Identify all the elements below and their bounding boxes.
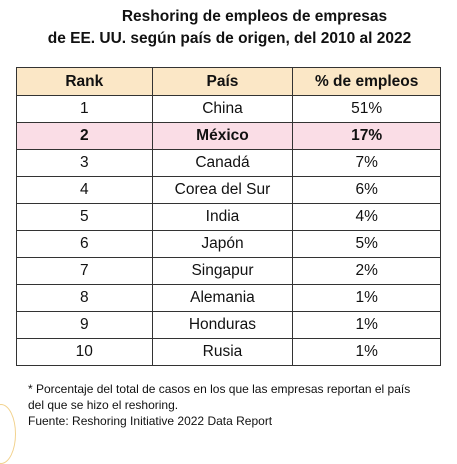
decorative-arc (0, 404, 16, 464)
cell-pais: Corea del Sur (151, 176, 294, 204)
cell-rank: 6 (16, 230, 153, 258)
title-line-1: Reshoring de empleos de empresas (121, 8, 388, 25)
cell-pais: Canadá (151, 149, 294, 177)
header-rank: Rank (16, 67, 153, 96)
cell-pais: México (151, 122, 294, 150)
cell-rank: 3 (16, 149, 153, 177)
table-row: 6 Japón 5% (16, 230, 441, 258)
table-row: 1 China 51% (16, 95, 441, 123)
cell-rank: 9 (16, 311, 153, 339)
cell-pct: 1% (292, 311, 441, 339)
table-row: 4 Corea del Sur 6% (16, 176, 441, 204)
reshoring-table: Rank País % de empleos 1 China 51% 2 Méx… (16, 67, 441, 366)
cell-pais: Japón (151, 230, 294, 258)
cell-pais: Honduras (151, 311, 294, 339)
cell-rank: 4 (16, 176, 153, 204)
cell-pct: 2% (292, 257, 441, 285)
cell-pais: Rusia (151, 338, 294, 366)
cell-pct: 5% (292, 230, 441, 258)
cell-pct: 51% (292, 95, 441, 123)
table-row: 7 Singapur 2% (16, 257, 441, 285)
cell-rank: 2 (16, 122, 153, 150)
table-row: 3 Canadá 7% (16, 149, 441, 177)
cell-rank: 8 (16, 284, 153, 312)
cell-rank: 7 (16, 257, 153, 285)
table-row: 8 Alemania 1% (16, 284, 441, 312)
cell-pais: Alemania (151, 284, 294, 312)
footnote-note-line-2: del que se hizo el reshoring. (28, 398, 179, 412)
cell-pais: India (151, 203, 294, 231)
header-pct: % de empleos (292, 67, 441, 96)
table-row: 5 India 4% (16, 203, 441, 231)
footnote-source: Fuente: Reshoring Initiative 2022 Data R… (28, 414, 273, 428)
table-row: 9 Honduras 1% (16, 311, 441, 339)
table-row-highlighted: 2 México 17% (16, 122, 441, 150)
cell-rank: 5 (16, 203, 153, 231)
table-header-row: Rank País % de empleos (16, 67, 441, 96)
footnote: * Porcentaje del total de casos en los q… (28, 381, 448, 429)
title-line-2: de EE. UU. según país de origen, del 201… (47, 30, 412, 47)
cell-pct: 7% (292, 149, 441, 177)
table-title: Reshoring de empleos de empresas de EE. … (0, 6, 457, 50)
cell-rank: 1 (16, 95, 153, 123)
cell-rank: 10 (16, 338, 153, 366)
cell-pct: 1% (292, 284, 441, 312)
cell-pais: China (151, 95, 294, 123)
header-pais: País (151, 67, 294, 96)
table-row: 10 Rusia 1% (16, 338, 441, 366)
cell-pct: 1% (292, 338, 441, 366)
footnote-note-line-1: * Porcentaje del total de casos en los q… (28, 382, 411, 396)
cell-pct: 4% (292, 203, 441, 231)
cell-pais: Singapur (151, 257, 294, 285)
cell-pct: 6% (292, 176, 441, 204)
cell-pct: 17% (292, 122, 441, 150)
